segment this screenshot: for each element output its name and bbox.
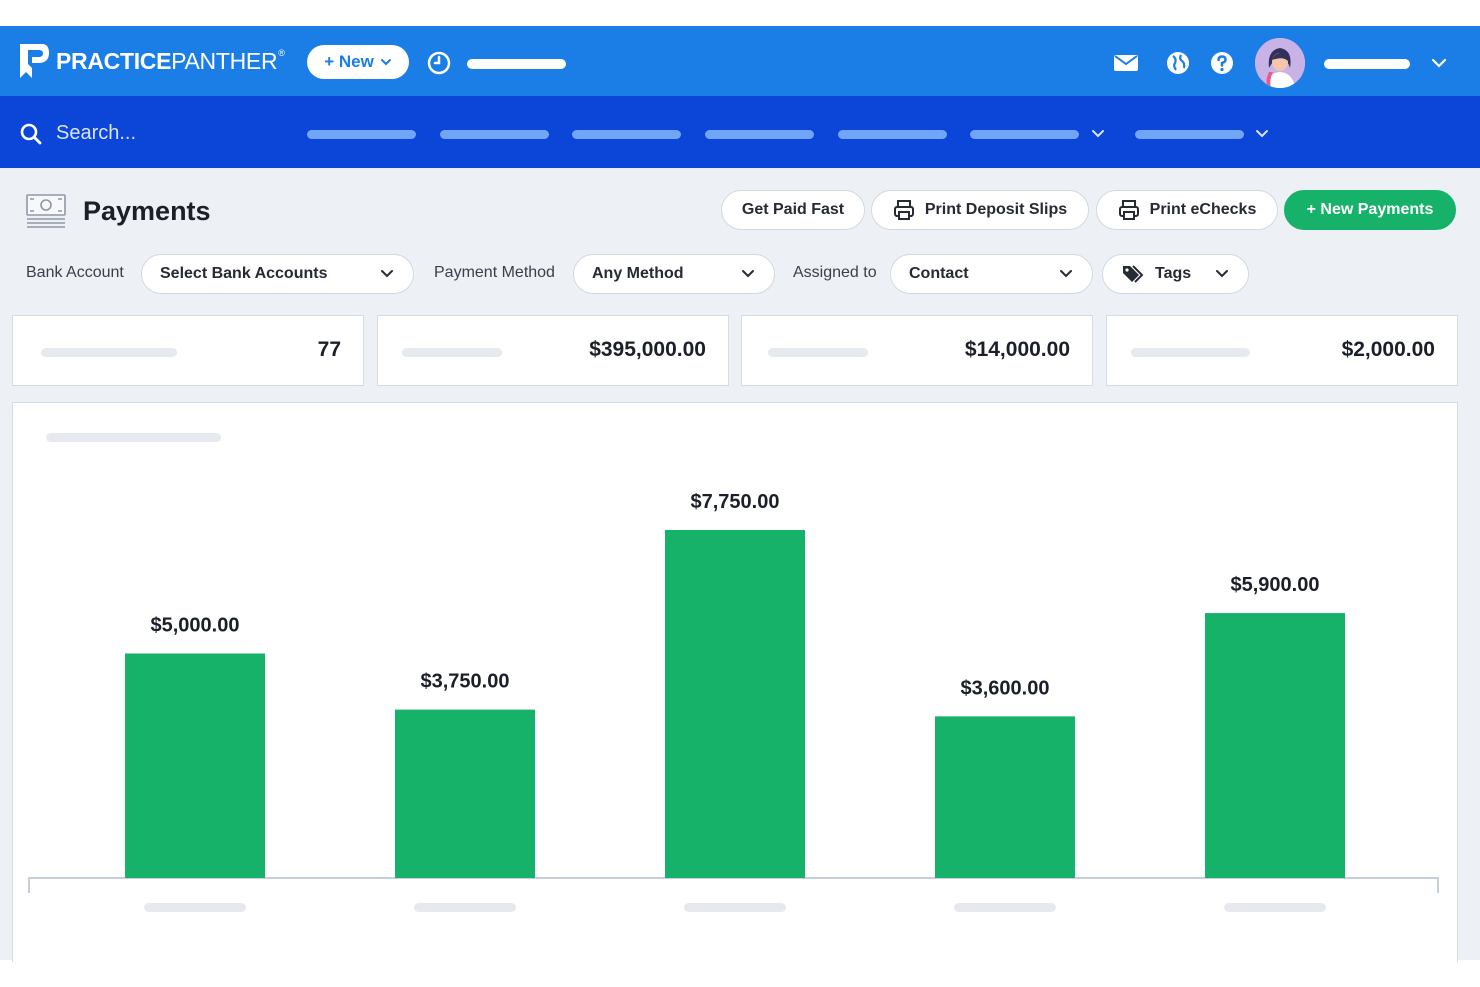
print-echecks-button[interactable]: Print eChecks	[1096, 190, 1278, 230]
stat-label-placeholder	[41, 348, 177, 357]
stat-card: $14,000.00	[741, 315, 1093, 386]
get-paid-fast-button[interactable]: Get Paid Fast	[721, 190, 865, 230]
payments-chart-card	[12, 402, 1458, 962]
bank-account-select[interactable]: Select Bank Accounts	[141, 254, 414, 294]
stat-card: 77	[12, 315, 364, 386]
chevron-down-icon	[381, 270, 393, 278]
chevron-down-icon	[1216, 270, 1228, 278]
payment-method-value: Any Method	[592, 265, 684, 282]
tags-value: Tags	[1155, 265, 1192, 282]
bank-account-label: Bank Account	[26, 264, 124, 281]
help-icon[interactable]	[1209, 50, 1235, 76]
stat-value: 77	[317, 338, 341, 361]
printer-icon	[1118, 200, 1139, 220]
nav-item-2[interactable]	[440, 130, 549, 139]
timer-icon[interactable]	[427, 51, 451, 75]
nav-item-4[interactable]	[705, 130, 814, 139]
nav-item-7[interactable]	[1135, 130, 1244, 139]
payment-method-select[interactable]: Any Method	[573, 254, 775, 294]
chevron-down-icon	[1060, 270, 1072, 278]
main-nav	[0, 96, 1480, 168]
top-bar: PRACTICEPANTHER® + New	[0, 26, 1480, 96]
stat-label-placeholder	[1131, 348, 1250, 357]
print-deposit-slips-label: Print Deposit Slips	[924, 201, 1068, 218]
brand-name: PRACTICEPANTHER®	[56, 47, 285, 74]
new-payments-button[interactable]: + New Payments	[1284, 190, 1456, 230]
user-name-placeholder[interactable]	[1324, 59, 1410, 69]
stat-label-placeholder	[768, 348, 868, 357]
nav-item-6[interactable]	[970, 130, 1079, 139]
tag-icon	[1123, 265, 1144, 283]
print-echecks-label: Print eChecks	[1149, 201, 1257, 218]
bank-account-value: Select Bank Accounts	[160, 265, 328, 282]
stat-value: $2,000.00	[1341, 338, 1435, 361]
new-payments-label: + New Payments	[1306, 201, 1434, 218]
assigned-to-value: Contact	[909, 265, 969, 282]
user-menu-chevron-icon[interactable]	[1430, 54, 1448, 72]
stat-value: $14,000.00	[964, 338, 1070, 361]
tags-select[interactable]: Tags	[1102, 254, 1249, 294]
printer-icon	[893, 200, 914, 220]
chevron-down-icon	[742, 270, 754, 278]
stat-card: $2,000.00	[1106, 315, 1458, 386]
search-icon	[20, 123, 42, 145]
page-title: Payments	[83, 196, 211, 226]
chevron-down-icon[interactable]	[1254, 126, 1270, 142]
nav-item-3[interactable]	[572, 130, 681, 139]
nav-item-5[interactable]	[838, 130, 947, 139]
assigned-to-select[interactable]: Contact	[890, 254, 1093, 294]
get-paid-fast-label: Get Paid Fast	[741, 201, 845, 218]
stat-value: $395,000.00	[589, 338, 706, 361]
chevron-down-icon	[380, 59, 391, 66]
print-deposit-slips-button[interactable]: Print Deposit Slips	[871, 190, 1089, 230]
new-button-label: + New	[324, 52, 374, 71]
new-button[interactable]: + New	[307, 45, 409, 79]
timer-placeholder[interactable]	[467, 59, 566, 69]
nav-item-1[interactable]	[307, 130, 416, 139]
payments-cash-icon	[26, 194, 66, 228]
user-avatar[interactable]	[1255, 38, 1305, 88]
avatar-image	[1255, 38, 1305, 88]
brand-logo[interactable]: PRACTICEPANTHER®	[16, 41, 285, 81]
panther-logo-icon	[20, 44, 49, 78]
chart-title-placeholder	[46, 433, 221, 442]
stat-label-placeholder	[402, 348, 502, 357]
chevron-down-icon[interactable]	[1090, 126, 1106, 142]
search-input[interactable]	[56, 118, 276, 148]
payment-method-label: Payment Method	[434, 264, 555, 281]
globe-icon[interactable]	[1165, 50, 1191, 76]
stat-card: $395,000.00	[377, 315, 729, 386]
mail-icon[interactable]	[1113, 50, 1139, 76]
assigned-to-label: Assigned to	[793, 264, 877, 281]
